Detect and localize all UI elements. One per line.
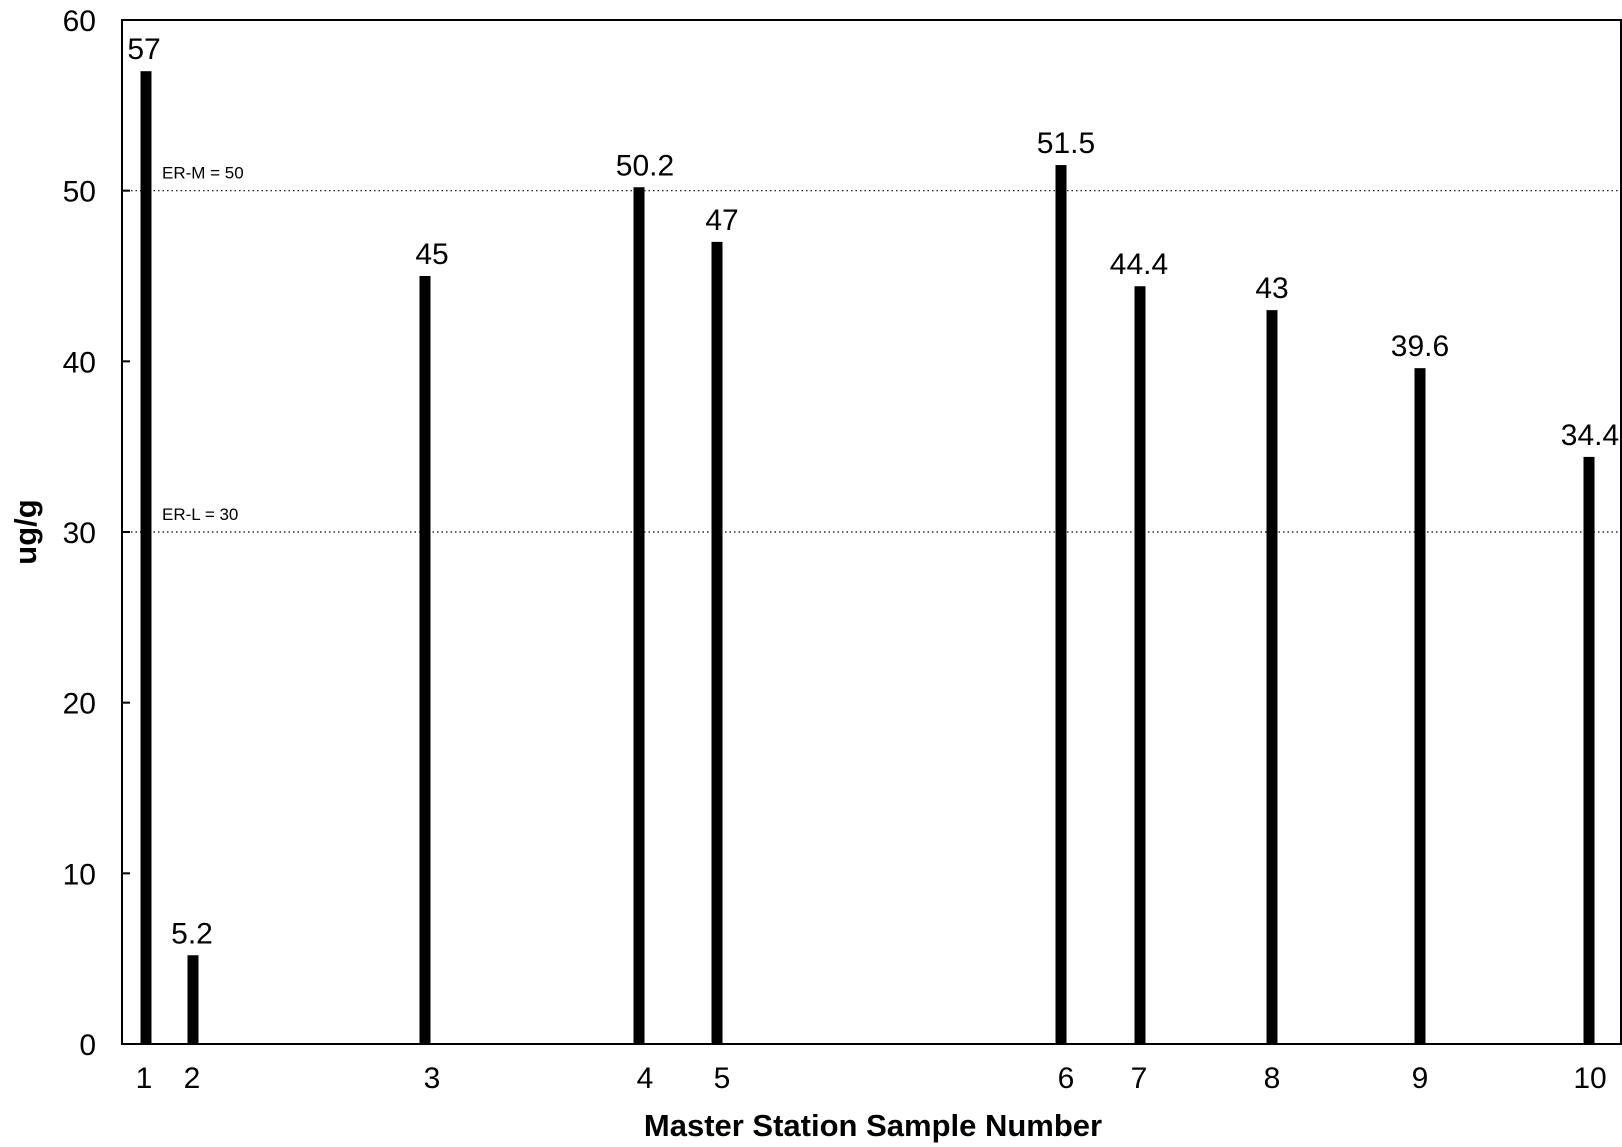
bar: [1055, 165, 1067, 1045]
y-axis-title: ug/g: [8, 499, 43, 564]
y-tick-label: 50: [63, 176, 96, 209]
bar-value-label: 44.4: [1110, 248, 1168, 281]
x-axis: 1 2 3 4 5 6 7 8 9 10: [136, 1062, 1607, 1095]
reference-line-label: ER-L = 30: [162, 505, 238, 524]
bar: [633, 187, 645, 1045]
bar-value-label: 47: [705, 204, 738, 237]
bar-value-label: 45: [415, 238, 448, 271]
bar: [1266, 310, 1278, 1045]
bar-value-label: 5.2: [171, 917, 213, 950]
bar-value-label: 39.6: [1391, 330, 1449, 363]
y-tick-label: 30: [63, 517, 96, 550]
x-tick-label: 6: [1058, 1062, 1075, 1095]
x-tick-label: 5: [714, 1062, 731, 1095]
reference-lines: ER-M = 50 ER-L = 30: [122, 164, 1621, 533]
y-tick-label: 40: [63, 346, 96, 379]
bar-value-label: 57: [127, 33, 160, 66]
x-tick-label: 2: [184, 1062, 201, 1095]
bar: [419, 276, 431, 1044]
bar: [140, 71, 152, 1044]
x-tick-label: 9: [1412, 1062, 1429, 1095]
bar: [1583, 456, 1595, 1044]
x-tick-label: 8: [1264, 1062, 1281, 1095]
bar-value-label: 51.5: [1037, 127, 1095, 160]
y-tick-label: 0: [79, 1029, 96, 1062]
y-tick-label: 60: [63, 5, 96, 38]
x-tick-label: 3: [424, 1062, 441, 1095]
bar-value-label: 43: [1255, 272, 1288, 305]
y-tick-label: 10: [63, 858, 96, 891]
bar: [1134, 286, 1146, 1044]
bar: [187, 955, 199, 1044]
x-tick-label: 7: [1131, 1062, 1148, 1095]
y-axis: 0 10 20 30 40 50 60: [63, 5, 130, 1062]
x-tick-label: 1: [136, 1062, 153, 1095]
bar: [711, 241, 723, 1044]
bars: 57 5.2 45 50.2 47 51.5 44.4 43 39.6 34.4: [127, 33, 1619, 1045]
bar-value-label: 50.2: [616, 149, 674, 182]
x-tick-label: 10: [1573, 1062, 1606, 1095]
bar: [1414, 368, 1426, 1044]
y-tick-label: 20: [63, 688, 96, 721]
reference-line-label: ER-M = 50: [162, 164, 244, 183]
x-axis-title: Master Station Sample Number: [644, 1108, 1102, 1143]
x-tick-label: 4: [637, 1062, 654, 1095]
bar-value-label: 34.4: [1561, 419, 1619, 452]
